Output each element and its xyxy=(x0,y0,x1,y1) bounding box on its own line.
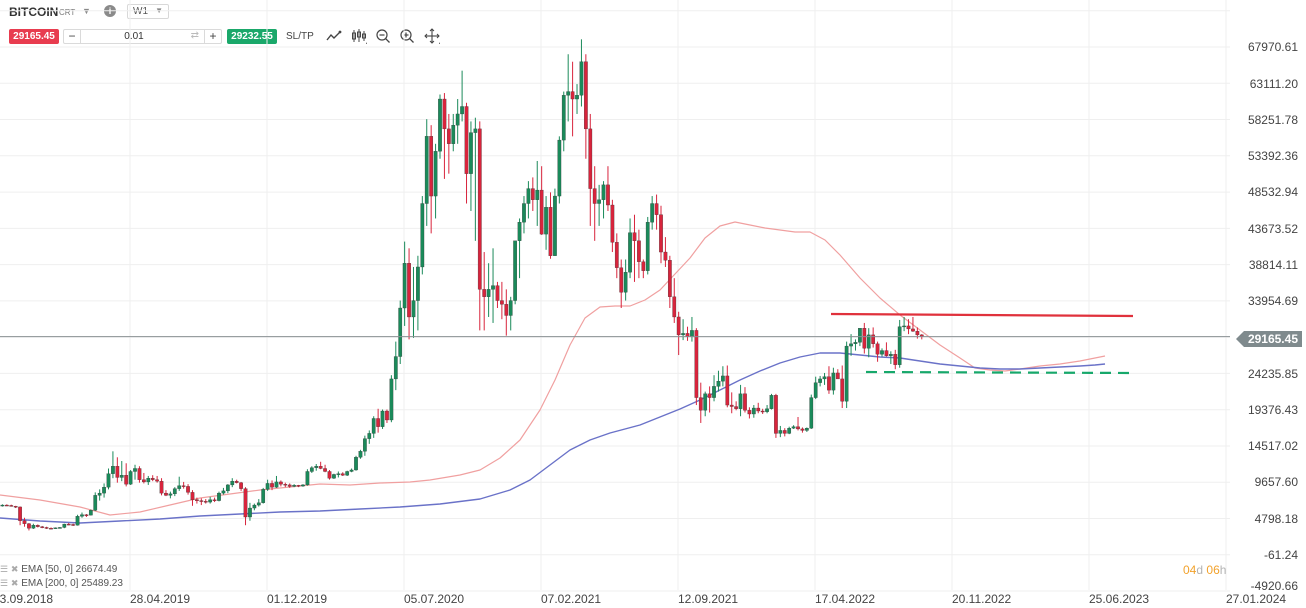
timeframe-value: W1 xyxy=(133,6,148,17)
swap-icon[interactable]: ⇄ xyxy=(190,30,199,41)
indicator-label: EMA [50, 0] 26674.49 xyxy=(21,564,118,575)
settings-icon[interactable]: ☰ xyxy=(0,564,9,574)
line-chart-icon[interactable] xyxy=(326,28,342,44)
zoom-in-icon[interactable] xyxy=(399,28,415,44)
volume-input[interactable]: 0.01 xyxy=(124,31,144,42)
sell-button[interactable]: 29165.45 xyxy=(9,29,59,44)
trade-bar: 29165.45 − 0.01 ⇄ + 29232.55 SL/TP xyxy=(0,28,460,46)
close-icon[interactable]: ✖ xyxy=(10,578,19,588)
price-axis-label: 9657.60 xyxy=(1254,475,1298,489)
time-axis-label: 20.11.2022 xyxy=(952,592,1012,606)
symbol-name[interactable]: BITCOIN xyxy=(9,5,59,19)
candle-countdown: 04d 06h xyxy=(1183,563,1227,577)
volume-decrease-button[interactable]: − xyxy=(64,30,81,43)
time-axis-label: 17.04.2022 xyxy=(815,592,876,606)
zoom-out-icon[interactable] xyxy=(375,28,391,44)
settings-icon[interactable]: ☰ xyxy=(0,578,9,588)
price-axis-label: 14517.02 xyxy=(1247,439,1298,453)
indicator-legend-ema200: ☰ ✖ EMA [200, 0] 25489.23 xyxy=(0,578,123,589)
sltp-button[interactable]: SL/TP xyxy=(286,31,314,42)
time-axis-label: 28.04.2019 xyxy=(130,592,191,606)
price-axis-label: 24235.85 xyxy=(1247,367,1298,381)
indicator-legend-ema50: ☰ ✖ EMA [50, 0] 26674.49 xyxy=(0,564,117,575)
price-axis-label: -61.24 xyxy=(1263,548,1298,562)
time-axis-label: 05.07.2020 xyxy=(404,592,465,606)
price-axis-label: 43673.52 xyxy=(1247,222,1298,236)
time-axis-label: 23.09.2018 xyxy=(0,592,54,606)
price-axis-label: 33954.69 xyxy=(1247,294,1298,308)
price-axis-label: 48532.94 xyxy=(1247,185,1298,199)
price-axis-label: 4798.18 xyxy=(1254,512,1298,526)
crosshair-move-icon[interactable] xyxy=(424,28,440,44)
symbol-type: CRT xyxy=(59,8,76,17)
close-icon[interactable]: ✖ xyxy=(10,564,19,574)
time-axis-label: 01.12.2019 xyxy=(267,592,328,606)
price-axis-label: 58251.78 xyxy=(1247,113,1298,127)
price-axis-label: -4920.66 xyxy=(1250,579,1298,593)
price-axis-label: 38814.11 xyxy=(1248,258,1298,272)
price-axis-label: 19376.43 xyxy=(1247,403,1298,417)
candlestick-icon[interactable] xyxy=(351,28,367,44)
volume-increase-button[interactable]: + xyxy=(204,30,221,43)
time-axis-label: 25.06.2023 xyxy=(1089,592,1150,606)
time-axis-label: 12.09.2021 xyxy=(678,592,739,606)
price-axis-label: 63111.20 xyxy=(1249,77,1298,91)
time-axis-label: 27.01.2024 xyxy=(1226,592,1287,606)
current-price-tag: 29165.45 xyxy=(1235,331,1302,347)
time-axis-label: 07.02.2021 xyxy=(541,592,602,606)
volume-stepper: − 0.01 ⇄ + xyxy=(63,29,222,44)
indicator-label: EMA [200, 0] 25489.23 xyxy=(21,578,123,589)
price-axis-label: 67970.61 xyxy=(1247,40,1298,54)
buy-button[interactable]: 29232.55 xyxy=(227,29,277,44)
price-axis-label: 53392.36 xyxy=(1247,149,1298,163)
